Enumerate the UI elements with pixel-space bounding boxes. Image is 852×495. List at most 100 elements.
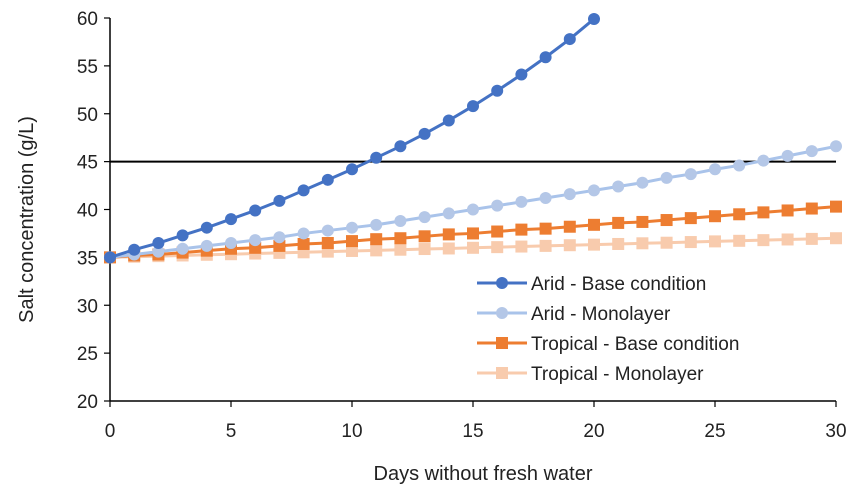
data-point bbox=[467, 227, 479, 240]
data-point bbox=[491, 225, 504, 238]
data-point bbox=[346, 221, 358, 234]
y-tick-label: 35 bbox=[77, 248, 98, 269]
data-point bbox=[830, 140, 842, 153]
data-point bbox=[515, 240, 528, 253]
data-point bbox=[418, 127, 431, 140]
y-tick-label: 45 bbox=[77, 153, 98, 174]
data-point bbox=[370, 244, 383, 257]
data-point bbox=[273, 194, 286, 207]
data-point bbox=[442, 228, 455, 241]
data-point bbox=[757, 206, 770, 219]
data-point bbox=[491, 199, 504, 212]
data-point bbox=[805, 202, 818, 215]
data-point bbox=[636, 215, 649, 228]
data-point bbox=[346, 235, 358, 248]
series-line bbox=[109, 17, 595, 259]
y-tick-label: 50 bbox=[77, 105, 98, 126]
y-tick-label: 55 bbox=[77, 57, 98, 78]
data-point bbox=[781, 149, 794, 162]
x-tick-label: 0 bbox=[105, 421, 116, 442]
data-point bbox=[515, 223, 528, 236]
data-point bbox=[418, 230, 431, 243]
y-axis-title: Salt concentration (g/L) bbox=[16, 116, 38, 323]
data-point bbox=[442, 207, 455, 220]
series-0 bbox=[104, 12, 600, 264]
data-point bbox=[297, 184, 310, 197]
data-point bbox=[660, 214, 673, 227]
data-point bbox=[515, 68, 528, 81]
legend-marker bbox=[496, 307, 508, 319]
data-point bbox=[660, 171, 673, 184]
data-point bbox=[200, 239, 213, 252]
data-point bbox=[563, 188, 576, 201]
data-point bbox=[588, 184, 600, 197]
data-point bbox=[370, 151, 383, 164]
data-point bbox=[563, 239, 576, 252]
data-point bbox=[830, 232, 842, 245]
data-point bbox=[491, 84, 504, 97]
data-point bbox=[418, 243, 431, 256]
data-point bbox=[467, 241, 479, 254]
data-point bbox=[321, 237, 334, 250]
data-point bbox=[563, 33, 576, 46]
data-point bbox=[636, 237, 649, 250]
y-tick-label: 30 bbox=[77, 296, 98, 317]
y-tick-label: 25 bbox=[77, 344, 98, 365]
data-point bbox=[588, 238, 600, 251]
data-point bbox=[515, 195, 528, 208]
data-point bbox=[273, 239, 286, 252]
data-point bbox=[660, 236, 673, 249]
data-point bbox=[684, 168, 697, 181]
legend-label: Tropical - Base condition bbox=[531, 334, 739, 355]
data-point bbox=[805, 232, 818, 245]
data-point bbox=[442, 242, 455, 255]
data-point bbox=[249, 234, 262, 247]
data-point bbox=[684, 212, 697, 225]
x-tick-label: 25 bbox=[704, 421, 725, 442]
data-point bbox=[467, 100, 479, 113]
data-point bbox=[200, 221, 213, 234]
data-point bbox=[709, 235, 721, 248]
data-point bbox=[176, 229, 189, 242]
data-point bbox=[297, 237, 310, 250]
data-point bbox=[394, 232, 407, 245]
data-point bbox=[709, 210, 721, 223]
data-point bbox=[539, 51, 552, 64]
data-point bbox=[370, 233, 383, 246]
data-point bbox=[321, 224, 334, 237]
legend-entry: Arid - Monolayer bbox=[477, 304, 671, 325]
data-point bbox=[781, 204, 794, 217]
data-point bbox=[684, 236, 697, 249]
data-point bbox=[733, 159, 746, 172]
data-point bbox=[297, 227, 310, 240]
data-point bbox=[612, 216, 625, 229]
data-point bbox=[346, 163, 358, 176]
data-point bbox=[176, 242, 189, 255]
data-point bbox=[733, 234, 746, 247]
data-point bbox=[757, 154, 770, 167]
legend-entry: Arid - Base condition bbox=[477, 274, 706, 295]
x-tick-label: 15 bbox=[462, 421, 483, 442]
series-1 bbox=[104, 140, 842, 264]
data-point bbox=[757, 234, 770, 247]
data-point bbox=[249, 204, 262, 217]
data-point bbox=[539, 192, 552, 205]
data-point bbox=[612, 237, 625, 250]
legend-label: Tropical - Monolayer bbox=[531, 364, 704, 385]
legend: Arid - Base condition Arid - Monolayer Tro… bbox=[477, 274, 739, 385]
legend-entry: Tropical - Base condition bbox=[477, 334, 739, 355]
legend-label: Arid - Base condition bbox=[531, 274, 706, 295]
data-point bbox=[370, 218, 383, 231]
data-point bbox=[225, 213, 237, 226]
data-point bbox=[467, 203, 479, 216]
data-point bbox=[394, 140, 407, 153]
x-tick-label: 5 bbox=[226, 421, 237, 442]
data-point bbox=[321, 173, 334, 186]
data-point bbox=[152, 237, 165, 250]
x-axis-title: Days without fresh water bbox=[374, 463, 593, 485]
data-point bbox=[830, 200, 842, 213]
data-point bbox=[273, 231, 286, 244]
legend-marker bbox=[496, 367, 508, 379]
x-tick-label: 20 bbox=[583, 421, 604, 442]
